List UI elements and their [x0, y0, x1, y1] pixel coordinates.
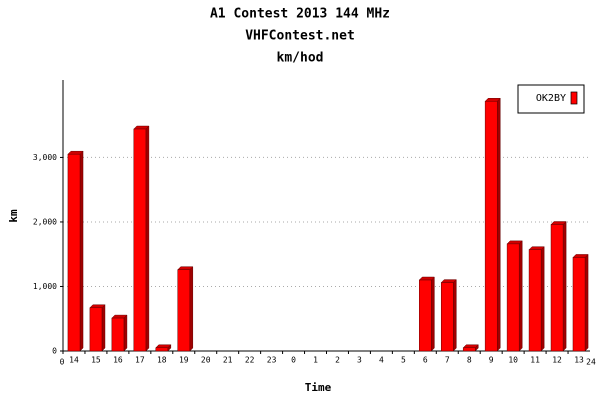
bar-top [133, 125, 150, 130]
bar-side [453, 279, 457, 352]
bar-top [89, 304, 106, 309]
legend-swatch [570, 91, 578, 105]
bar-front [89, 307, 103, 352]
x-tick-label: 9 [489, 356, 494, 365]
bar-front [133, 128, 147, 352]
x-tick-label: 14 [69, 356, 79, 365]
y-axis-label: km [7, 209, 20, 223]
x-tick-label: 20 [201, 356, 211, 365]
bar-front [440, 282, 454, 352]
bar [572, 253, 589, 352]
bar-side [496, 97, 501, 352]
x-tick-label: 8 [467, 356, 472, 365]
legend-label: OK2BY [536, 93, 566, 104]
bar-side [431, 276, 435, 352]
x-tick-label: 0 [291, 356, 296, 365]
x-tick-label: 21 [223, 356, 233, 365]
bar-top [550, 221, 567, 225]
x-tick-label: 18 [157, 356, 167, 365]
bar-top [462, 344, 479, 349]
bar-front [550, 224, 564, 352]
bar [550, 220, 567, 352]
bar-side [518, 240, 523, 352]
bar-top [418, 276, 435, 281]
bar-front [484, 101, 498, 352]
bar [440, 279, 457, 352]
x-tick-label: 17 [135, 356, 145, 365]
bar-side [123, 314, 128, 352]
bar-front [528, 249, 542, 352]
bar-front [419, 279, 432, 352]
x-tick-label: 22 [245, 356, 255, 365]
x-tick-label: 1 [313, 356, 318, 365]
bar-top [484, 98, 501, 102]
bar-side [562, 220, 567, 352]
bar-top [506, 240, 523, 245]
bar-side [101, 304, 106, 352]
bar [111, 314, 128, 352]
chart-subtitle: VHFContest.net [245, 29, 355, 44]
bar [89, 304, 106, 352]
bar-front [177, 269, 191, 352]
bar-side [79, 150, 84, 352]
x-tick-label: 23 [267, 356, 277, 365]
bar-front [111, 317, 125, 352]
y-tick-label: 1,000 [33, 282, 57, 291]
bar-side [584, 253, 589, 352]
x-tick-label: 10 [508, 356, 518, 365]
bar-top [155, 344, 172, 349]
x-tick-label: 16 [113, 356, 123, 365]
bar-side [145, 125, 150, 352]
x-tick-label: 6 [423, 356, 428, 365]
y-tick-label: 3,000 [33, 153, 57, 162]
bar-top [572, 254, 589, 258]
x-tick-label: 19 [179, 356, 189, 365]
y-tick-label: 2,000 [33, 217, 57, 226]
bar-front [155, 347, 169, 352]
x-tick-label: 15 [91, 356, 101, 365]
x-tick-label: 13 [574, 356, 584, 365]
bar-top [528, 246, 545, 250]
x-axis-label: Time [305, 381, 332, 394]
bar [67, 150, 84, 352]
x-axis-end-label: 24 [586, 358, 596, 367]
x-axis-end-label: 0 [60, 358, 65, 367]
chart-title: A1 Contest 2013 144 MHz [210, 7, 390, 22]
x-tick-label: 4 [379, 356, 384, 365]
y-tick-label: 0 [52, 347, 57, 356]
bar-front [572, 257, 586, 352]
bar-side [189, 266, 194, 352]
bar [484, 97, 501, 352]
bar [528, 246, 545, 352]
bar-front [506, 243, 520, 352]
bar [462, 344, 479, 352]
bar [506, 240, 523, 352]
bar-top [67, 150, 84, 155]
x-tick-label: 5 [401, 356, 406, 365]
x-tick-label: 12 [552, 356, 562, 365]
bar [155, 344, 172, 352]
legend: OK2BY [517, 84, 585, 114]
x-tick-label: 3 [357, 356, 362, 365]
bar-top [111, 314, 128, 319]
bar [418, 276, 435, 352]
bar [133, 125, 150, 352]
bar-top [440, 279, 457, 283]
unit-title: km/hod [277, 51, 324, 66]
bar-side [540, 246, 545, 352]
bar [177, 266, 194, 352]
bar-top [177, 266, 194, 270]
bar-front [67, 153, 81, 352]
x-tick-label: 2 [335, 356, 340, 365]
bar-front [462, 347, 476, 352]
x-tick-label: 11 [530, 356, 540, 365]
x-tick-label: 7 [445, 356, 450, 365]
